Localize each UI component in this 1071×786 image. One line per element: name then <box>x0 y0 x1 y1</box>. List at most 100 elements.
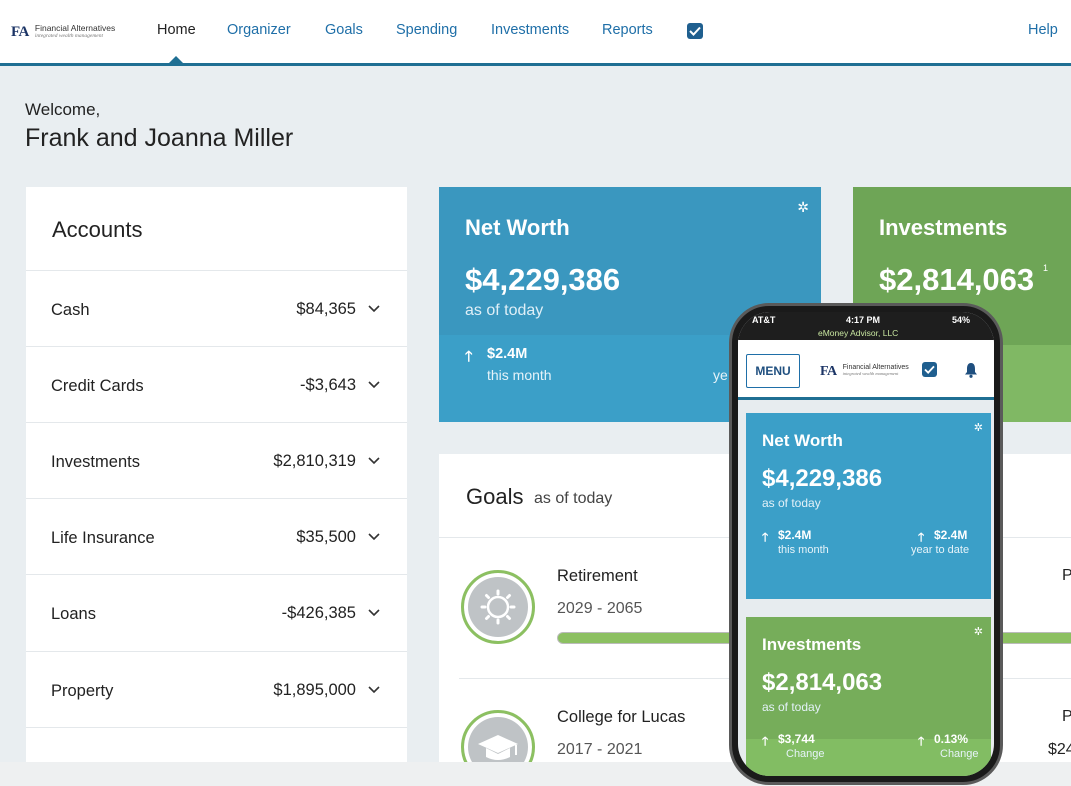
logo-name: Financial Alternatives <box>842 364 909 371</box>
account-label: Investments <box>51 453 140 471</box>
net-worth-title: Net Worth <box>465 215 570 240</box>
goals-date: as of today <box>534 490 613 507</box>
account-row-loans[interactable]: Loans -$426,385 <box>26 574 407 650</box>
checklist-icon[interactable] <box>922 362 937 377</box>
investments-amount: $2,814,063 <box>762 669 883 696</box>
phone-time: 4:17 PM <box>846 315 881 325</box>
user-name: Frank and Joanna Miller <box>25 124 294 152</box>
investments-percent-label: Change <box>940 748 979 760</box>
phone-status-bar: AT&T 4:17 PM 54% eMoney Advisor, LLC <box>738 312 994 340</box>
account-label: Cash <box>51 301 90 319</box>
goal-years: 2017 - 2021 <box>557 741 643 758</box>
account-row-cash[interactable]: Cash $84,365 <box>26 270 407 346</box>
arrow-up-icon: 🡑 <box>762 734 769 748</box>
net-worth-month-change: $2.4M <box>487 346 528 362</box>
net-worth-ytd-label: ye <box>713 367 728 383</box>
chevron-down-icon[interactable] <box>368 533 380 541</box>
goal-name[interactable]: Retirement <box>557 567 638 585</box>
account-label: Life Insurance <box>51 529 155 547</box>
gear-icon[interactable]: ✲ <box>973 422 983 434</box>
account-row-life-insurance[interactable]: Life Insurance $35,500 <box>26 498 407 574</box>
investments-change-label: Change <box>786 748 825 760</box>
account-value: $2,810,319 <box>273 452 356 470</box>
net-worth-month-change: $2.4M <box>778 528 812 542</box>
goal-status: P <box>1062 567 1071 584</box>
account-row-property[interactable]: Property $1,895,000 <box>26 651 407 727</box>
accounts-title: Accounts <box>52 217 143 242</box>
investments-date: as of today <box>762 700 821 714</box>
logo-tagline: integrated wealth management <box>842 371 899 376</box>
investments-amount: $2,814,063 <box>879 262 1035 297</box>
bell-icon[interactable] <box>964 362 978 378</box>
phone-header: MENU FA Financial Alternatives integrate… <box>738 340 994 400</box>
accounts-card: Accounts Cash $84,365 Credit Cards -$3,6… <box>26 187 407 762</box>
carrier: AT&T <box>752 315 776 325</box>
logo-tagline: integrated wealth management <box>34 32 104 39</box>
gear-icon[interactable]: ✲ <box>973 626 983 638</box>
phone-investments-card[interactable]: ✲ Investments $2,814,063 as of today 🡑 $… <box>746 617 991 776</box>
net-worth-month-label: this month <box>487 367 552 383</box>
gear-icon[interactable]: ✲ <box>797 199 809 215</box>
net-worth-title: Net Worth <box>762 431 843 450</box>
top-navigation: FA Financial Alternatives integrated wea… <box>0 0 1071 66</box>
account-label: Property <box>51 682 114 700</box>
chevron-down-icon[interactable] <box>368 381 380 389</box>
account-value: $84,365 <box>296 300 356 318</box>
account-row-credit-cards[interactable]: Credit Cards -$3,643 <box>26 346 407 422</box>
goal-amount: $24 <box>1048 741 1071 758</box>
arrow-up-icon: 🡑 <box>918 530 925 544</box>
nav-spending[interactable]: Spending <box>396 22 458 38</box>
logo-initials: FA <box>820 364 837 379</box>
checklist-icon[interactable] <box>687 23 703 39</box>
investments-change-percent: 0.13% <box>934 732 969 746</box>
investments-change-amount: $3,744 <box>778 732 815 746</box>
nav-reports[interactable]: Reports <box>602 22 653 38</box>
chevron-down-icon[interactable] <box>368 609 380 617</box>
nav-help[interactable]: Help <box>1028 22 1058 38</box>
account-value: $1,895,000 <box>273 681 356 699</box>
net-worth-month-label: this month <box>778 544 829 556</box>
account-row-partial <box>26 727 407 762</box>
account-label: Credit Cards <box>51 377 144 395</box>
goal-years: 2029 - 2065 <box>557 600 643 617</box>
graduation-cap-icon <box>461 710 535 764</box>
phone-net-worth-card[interactable]: ✲ Net Worth $4,229,386 as of today 🡑 $2.… <box>746 413 991 599</box>
menu-button[interactable]: MENU <box>746 354 800 388</box>
welcome-greeting: Welcome, <box>25 100 101 119</box>
investments-footnote: 1 <box>1043 263 1049 273</box>
goal-name[interactable]: College for Lucas <box>557 708 686 726</box>
chevron-down-icon[interactable] <box>368 457 380 465</box>
net-worth-ytd-change: $2.4M <box>934 528 968 542</box>
account-row-investments[interactable]: Investments $2,810,319 <box>26 422 407 498</box>
net-worth-date: as of today <box>465 302 544 319</box>
goals-title: Goals <box>466 484 524 509</box>
logo-initials: FA <box>11 24 29 40</box>
brand-logo[interactable]: FA Financial Alternatives integrated wea… <box>820 364 909 380</box>
brand-logo[interactable]: FA Financial Alternatives integrated wea… <box>11 24 115 41</box>
phone-mockup: AT&T 4:17 PM 54% eMoney Advisor, LLC MEN… <box>729 303 1003 785</box>
phone-screen: AT&T 4:17 PM 54% eMoney Advisor, LLC MEN… <box>738 312 994 776</box>
net-worth-date: as of today <box>762 496 821 510</box>
account-label: Loans <box>51 605 96 623</box>
nav-organizer[interactable]: Organizer <box>227 22 291 38</box>
nav-investments[interactable]: Investments <box>491 22 570 38</box>
battery-level: 54% <box>952 315 971 325</box>
chevron-down-icon[interactable] <box>368 305 380 313</box>
chevron-down-icon[interactable] <box>368 686 380 694</box>
arrow-up-icon: 🡑 <box>465 349 473 365</box>
advisor-url: eMoney Advisor, LLC <box>818 328 899 338</box>
investments-title: Investments <box>762 635 862 654</box>
account-value: $35,500 <box>296 528 356 546</box>
account-value: -$426,385 <box>281 604 356 622</box>
net-worth-ytd-label: year to date <box>911 544 970 556</box>
arrow-up-icon: 🡑 <box>918 734 925 748</box>
goal-status: P <box>1062 708 1071 725</box>
logo-name: Financial Alternatives <box>34 23 116 33</box>
arrow-up-icon: 🡑 <box>762 530 769 544</box>
sun-icon <box>461 570 535 644</box>
investments-title: Investments <box>879 215 1008 240</box>
nav-goals[interactable]: Goals <box>325 22 363 38</box>
net-worth-amount: $4,229,386 <box>762 465 883 492</box>
nav-home[interactable]: Home <box>157 22 196 38</box>
active-caret-icon <box>168 56 184 64</box>
